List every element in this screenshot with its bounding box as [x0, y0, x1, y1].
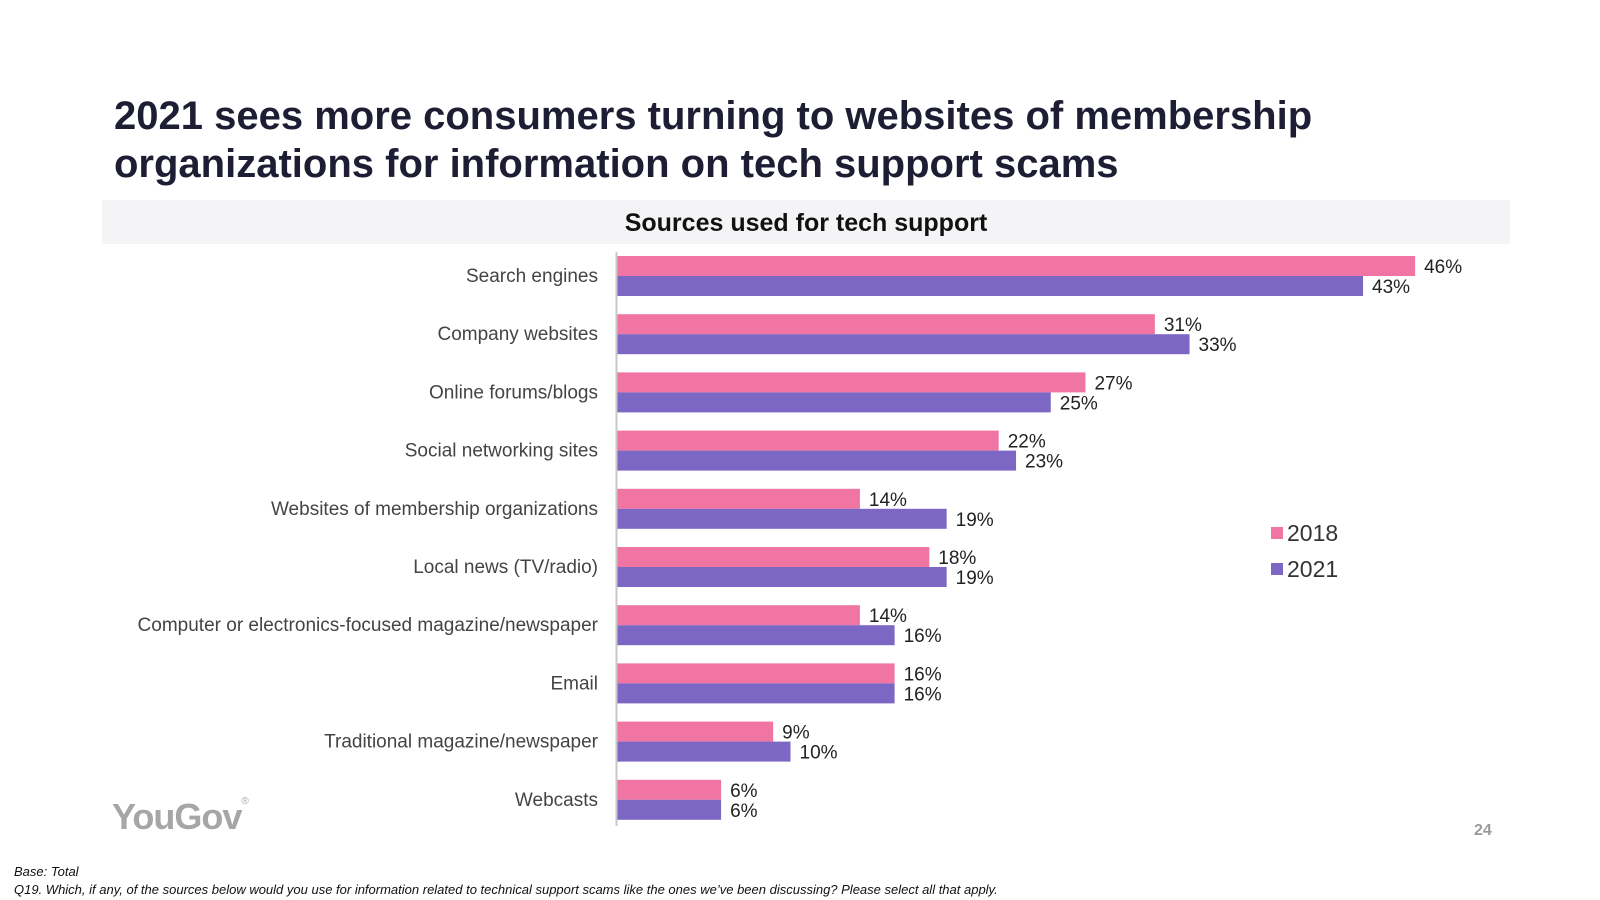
value-label-2018-company-websites: 31%	[1164, 315, 1202, 336]
legend-swatch-2018	[1271, 527, 1283, 539]
footnote-base: Base: Total	[14, 864, 79, 879]
bar-2018-computer-or-electronics-focused-magazine-newspaper	[617, 605, 860, 626]
bar-2018-websites-of-membership-organizations	[617, 488, 860, 509]
value-label-2021-search-engines: 43%	[1372, 277, 1410, 298]
category-label-computer-or-electronics-focused-magazine-newspaper: Computer or electronics-focused magazine…	[138, 615, 599, 636]
category-label-online-forums-blogs: Online forums/blogs	[429, 382, 598, 403]
value-label-2018-traditional-magazine-newspaper: 9%	[782, 723, 810, 744]
bar-2021-online-forums-blogs	[617, 392, 1051, 413]
slide-title: 2021 sees more consumers turning to webs…	[114, 94, 1313, 186]
value-label-2021-company-websites: 33%	[1199, 335, 1237, 356]
bar-2021-social-networking-sites	[617, 450, 1017, 471]
category-label-email: Email	[550, 673, 598, 694]
chart-title: Sources used for tech support	[624, 209, 988, 237]
category-label-websites-of-membership-organizations: Websites of membership organizations	[271, 499, 598, 520]
bar-2021-traditional-magazine-newspaper	[617, 741, 791, 762]
bar-2018-traditional-magazine-newspaper	[617, 721, 774, 742]
value-label-2018-computer-or-electronics-focused-magazine-newspaper: 14%	[869, 606, 907, 627]
bar-2018-webcasts	[617, 779, 722, 800]
value-label-2018-social-networking-sites: 22%	[1008, 432, 1046, 453]
registered-mark: ®	[241, 796, 249, 807]
bar-2018-social-networking-sites	[617, 430, 999, 451]
category-label-traditional-magazine-newspaper: Traditional magazine/newspaper	[324, 732, 599, 753]
category-label-webcasts: Webcasts	[515, 790, 598, 811]
value-label-2018-online-forums-blogs: 27%	[1094, 373, 1132, 394]
bar-2021-computer-or-electronics-focused-magazine-newspaper	[617, 625, 895, 646]
value-label-2021-email: 16%	[904, 684, 942, 705]
value-label-2021-websites-of-membership-organizations: 19%	[956, 510, 994, 531]
legend-label-2021: 2021	[1287, 556, 1338, 582]
bar-2021-email	[617, 683, 895, 704]
value-label-2021-local-news-tv-radio: 19%	[956, 568, 994, 589]
bar-2018-company-websites	[617, 314, 1155, 335]
category-label-local-news-tv-radio: Local news (TV/radio)	[413, 557, 598, 578]
category-label-search-engines: Search engines	[466, 266, 598, 287]
footnote-question: Q19. Which, if any, of the sources below…	[14, 882, 998, 897]
legend-label-2018: 2018	[1287, 520, 1338, 546]
value-label-2021-computer-or-electronics-focused-magazine-newspaper: 16%	[904, 626, 942, 647]
logo-text: YouGov	[112, 796, 242, 837]
value-label-2018-webcasts: 6%	[730, 781, 758, 802]
bar-2018-search-engines	[617, 256, 1416, 276]
category-label-social-networking-sites: Social networking sites	[405, 441, 598, 462]
value-label-2018-websites-of-membership-organizations: 14%	[869, 490, 907, 511]
value-label-2018-search-engines: 46%	[1424, 257, 1462, 278]
bar-2018-local-news-tv-radio	[617, 547, 930, 567]
bar-2021-search-engines	[617, 276, 1364, 296]
value-label-2021-social-networking-sites: 23%	[1025, 452, 1063, 473]
chart-title-band: Sources used for tech support	[102, 200, 1510, 244]
bar-2021-websites-of-membership-organizations	[617, 508, 947, 529]
value-label-2021-webcasts: 6%	[730, 801, 758, 822]
value-label-2021-online-forums-blogs: 25%	[1060, 393, 1098, 414]
bar-2021-webcasts	[617, 799, 722, 820]
category-label-company-websites: Company websites	[437, 324, 598, 345]
yougov-logo: YouGov®	[112, 796, 249, 838]
legend-swatch-2021	[1271, 563, 1283, 575]
page-number: 24	[1474, 822, 1492, 839]
value-label-2018-local-news-tv-radio: 18%	[938, 548, 976, 569]
bar-2021-local-news-tv-radio	[617, 567, 947, 587]
value-label-2021-traditional-magazine-newspaper: 10%	[800, 743, 838, 764]
bar-2018-online-forums-blogs	[617, 372, 1086, 393]
bar-2018-email	[617, 663, 895, 684]
value-label-2018-email: 16%	[904, 664, 942, 685]
bar-2021-company-websites	[617, 334, 1190, 355]
